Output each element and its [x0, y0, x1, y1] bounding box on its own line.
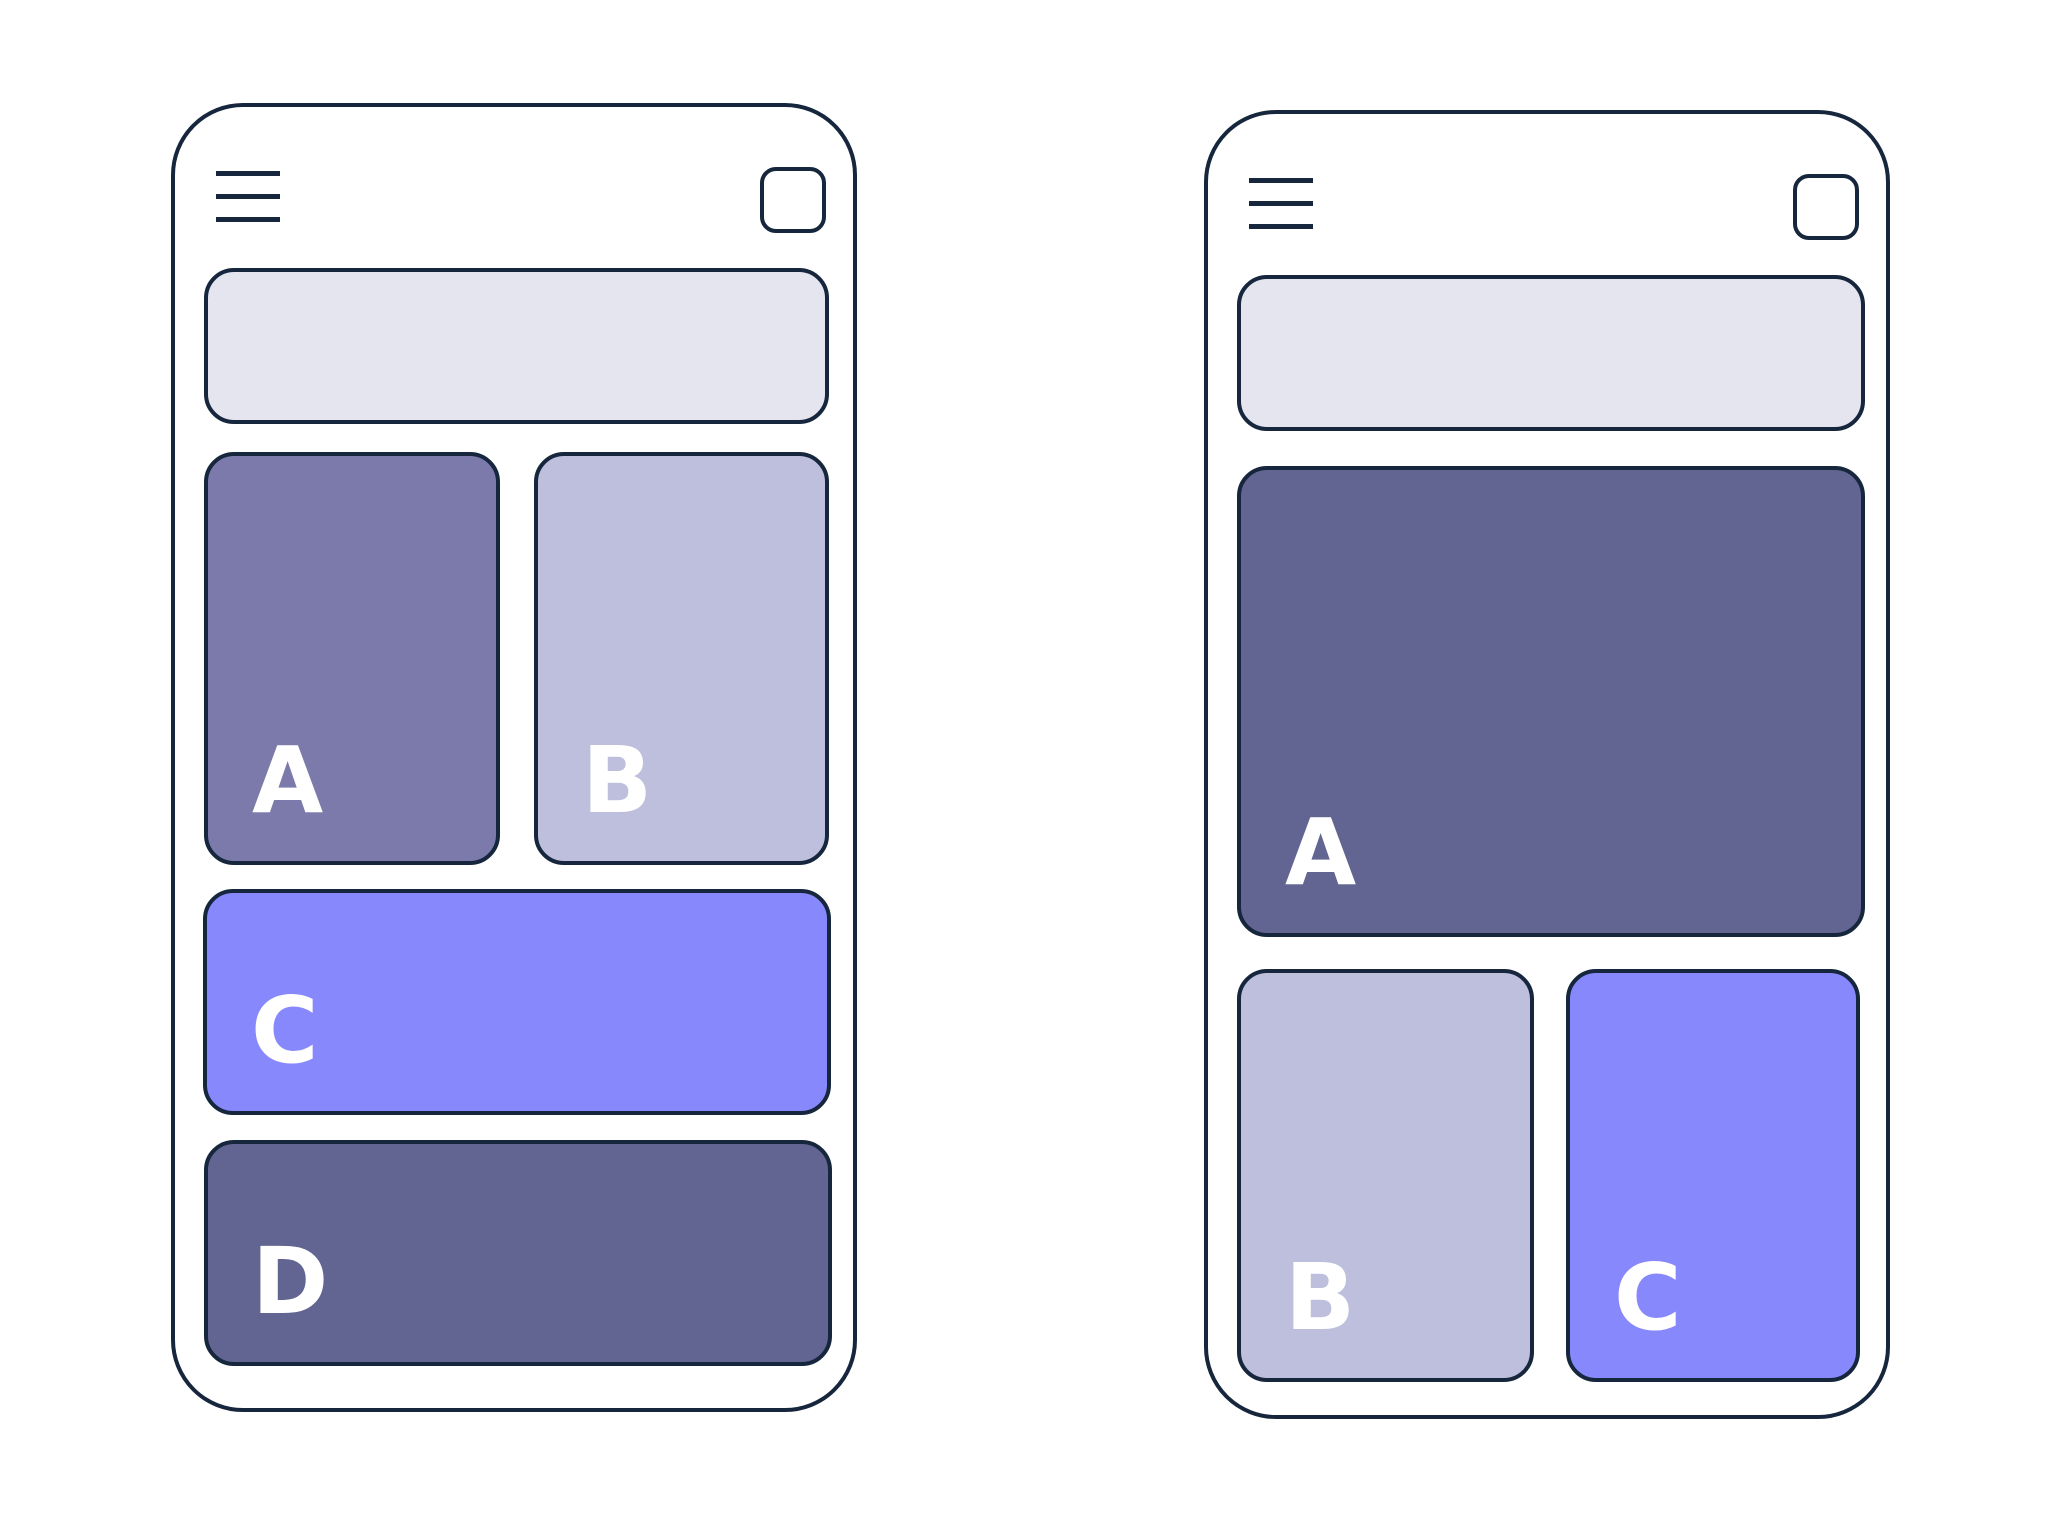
- tile-d[interactable]: D: [204, 1140, 832, 1366]
- square-button-icon[interactable]: [760, 167, 826, 233]
- tile-b-label: B: [1285, 1244, 1356, 1351]
- tile-a[interactable]: A: [204, 452, 500, 865]
- tile-c-label: C: [251, 977, 319, 1084]
- tile-b-label: B: [582, 727, 653, 834]
- tile-a[interactable]: A: [1237, 466, 1865, 937]
- tile-a-label: A: [1285, 799, 1357, 906]
- tile-d-label: D: [252, 1228, 329, 1335]
- tile-c-label: C: [1614, 1244, 1682, 1351]
- hamburger-menu-icon[interactable]: [216, 171, 280, 223]
- phone-layout-left: A B C D: [171, 103, 857, 1412]
- tile-b[interactable]: B: [534, 452, 829, 865]
- tile-c[interactable]: C: [203, 889, 831, 1115]
- hamburger-menu-icon[interactable]: [1249, 178, 1313, 230]
- phone-layout-right: A B C: [1204, 110, 1890, 1419]
- tile-a-label: A: [252, 727, 324, 834]
- header-banner: [1237, 275, 1865, 431]
- square-button-icon[interactable]: [1793, 174, 1859, 240]
- header-banner: [204, 268, 829, 424]
- tile-c[interactable]: C: [1566, 969, 1860, 1382]
- tile-b[interactable]: B: [1237, 969, 1534, 1382]
